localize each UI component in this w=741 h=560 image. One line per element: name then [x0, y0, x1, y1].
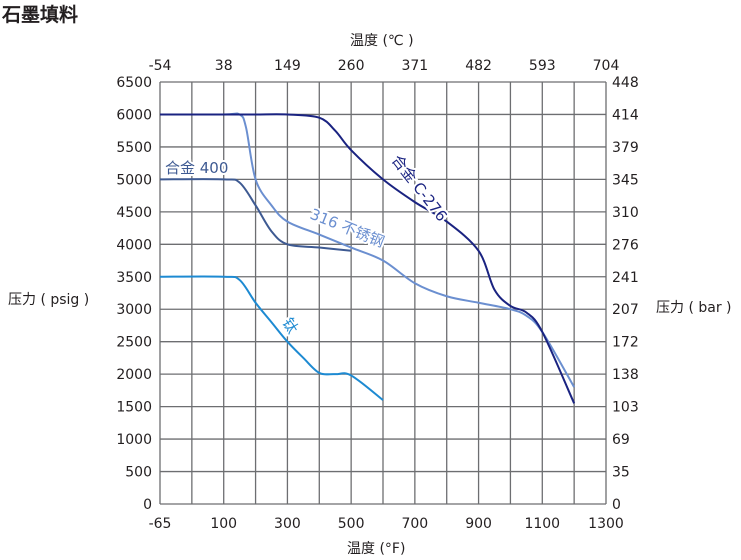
x2-tick-label: 482	[465, 58, 492, 74]
y2-tick-label: 172	[612, 335, 639, 351]
chart-title: 石墨填料	[2, 4, 79, 26]
y2-tick-label: 414	[612, 107, 639, 123]
label-c276: 合金 C-276	[388, 151, 451, 225]
y2-tick-label: 345	[612, 172, 639, 188]
x-tick-label: 700	[401, 516, 428, 532]
curve-titanium	[159, 275, 384, 401]
y-tick-label: 5000	[116, 172, 152, 188]
y-tick-label: 1500	[116, 400, 152, 416]
x2-tick-label: 593	[529, 58, 556, 74]
x-tick-label: 1300	[588, 516, 624, 532]
y2-tick-label: 448	[612, 75, 639, 91]
curve-ss316	[159, 112, 576, 388]
y-tick-label: 4000	[116, 237, 152, 253]
y-tick-label: 6500	[116, 75, 152, 91]
y2-tick-label: 103	[612, 400, 639, 416]
x2-tick-label: 704	[593, 58, 620, 74]
y-tick-label: 5500	[116, 140, 152, 156]
y2-tick-label: 310	[612, 205, 639, 221]
y-tick-label: 4500	[116, 205, 152, 221]
x2-tick-label: 38	[215, 58, 233, 74]
y2-tick-label: 69	[612, 432, 630, 448]
curve-c276	[159, 113, 576, 404]
right-axis-title: 压力 ( bar )	[656, 300, 732, 316]
x-tick-label: 300	[274, 516, 301, 532]
axis-ticks: -65 100 300 500 700 900 1100 1300 -54 38 149 260 371…	[116, 58, 638, 532]
y-tick-label: 1000	[116, 432, 152, 448]
x2-tick-label: 149	[274, 58, 301, 74]
label-titanium: 钛	[279, 315, 302, 337]
bottom-axis-title: 温度 (°F)	[347, 541, 406, 557]
y2-tick-label: 0	[612, 497, 621, 513]
y-tick-label: 2500	[116, 335, 152, 351]
chart-curves	[159, 112, 576, 404]
top-axis-title: 温度 (℃ )	[350, 33, 414, 49]
x-tick-label: 1100	[524, 516, 560, 532]
x2-tick-label: 260	[338, 58, 365, 74]
y-tick-label: 6000	[116, 107, 152, 123]
y-tick-label: 3500	[116, 270, 152, 286]
y2-tick-label: 207	[612, 302, 639, 318]
label-alloy400: 合金 400	[165, 159, 228, 177]
y-tick-label: 500	[125, 465, 152, 481]
x-tick-label: -65	[149, 516, 172, 532]
x-tick-label: 100	[210, 516, 237, 532]
x2-tick-label: 371	[401, 58, 428, 74]
y-tick-label: 2000	[116, 367, 152, 383]
x-tick-label: 900	[465, 516, 492, 532]
y2-tick-label: 35	[612, 465, 630, 481]
y2-tick-label: 138	[612, 367, 639, 383]
y-tick-label: 3000	[116, 302, 152, 318]
y2-tick-label: 241	[612, 270, 639, 286]
y-tick-label: 0	[143, 497, 152, 513]
curve-alloy400	[159, 178, 352, 252]
x-tick-label: 500	[338, 516, 365, 532]
left-axis-title: 压力 ( psig )	[8, 292, 90, 308]
x2-tick-label: -54	[149, 58, 172, 74]
y2-tick-label: 276	[612, 237, 639, 253]
y2-tick-label: 379	[612, 140, 639, 156]
chart-grid	[159, 81, 607, 505]
